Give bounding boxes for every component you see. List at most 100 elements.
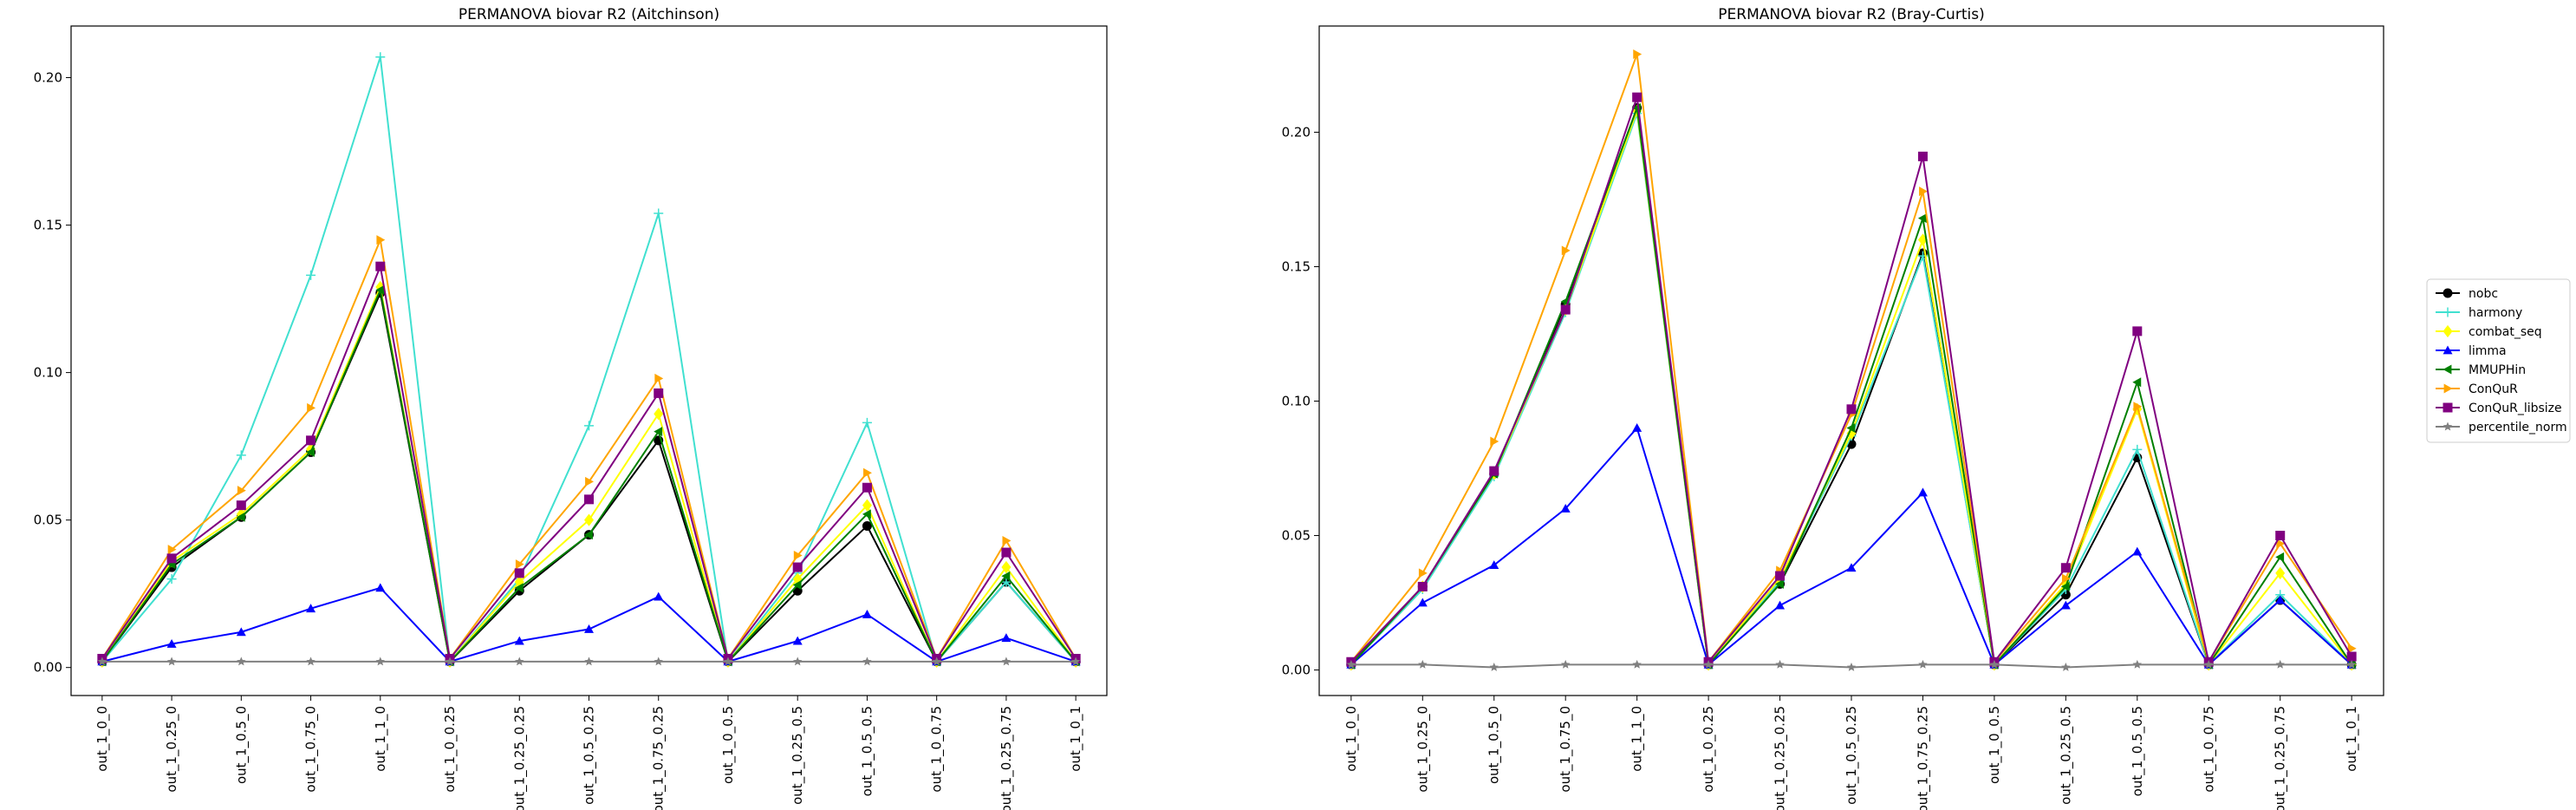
legend-label: combat_seq	[2469, 325, 2542, 339]
data-point-mmuphin	[2060, 581, 2070, 591]
data-point-percentile-norm	[2132, 659, 2143, 669]
x-tick-label: out_1_1_0	[373, 706, 389, 772]
data-point-conqur	[1490, 436, 1499, 447]
data-point-conqur-libsize	[1846, 404, 1857, 415]
series-combat-seq	[1346, 104, 2357, 671]
data-point-percentile-norm	[1346, 659, 1356, 669]
data-point-limma	[1632, 423, 1643, 432]
series-conqur	[98, 235, 1081, 663]
data-point-combat-seq	[584, 513, 594, 526]
series-line-combat-seq	[101, 284, 1077, 664]
data-point-harmony	[584, 421, 594, 431]
data-point-limma	[236, 627, 246, 637]
data-point-percentile-norm	[2275, 659, 2285, 669]
series-percentile-norm	[1346, 659, 2357, 671]
series-conqur	[1347, 49, 2357, 667]
plot-frame	[70, 25, 1108, 696]
series-line-mmuphin	[1350, 108, 2352, 667]
data-point-conqur	[515, 559, 524, 570]
x-tick-label: out_1_0_0	[94, 706, 111, 772]
x-tick-label: out_1_0_1	[1068, 706, 1084, 772]
data-point-conqur	[793, 550, 803, 560]
data-point-mmuphin	[306, 447, 315, 457]
data-point-conqur	[1919, 186, 1928, 197]
series-percentile-norm	[97, 656, 1081, 666]
x-tick-label: out_1_0.5_0.5	[2130, 706, 2146, 796]
data-point-percentile-norm	[237, 656, 246, 666]
data-point-percentile-norm	[306, 656, 315, 666]
data-point-percentile-norm	[375, 656, 386, 666]
data-point-mmuphin	[1917, 213, 1927, 224]
data-point-percentile-norm	[1918, 659, 1928, 669]
chart-title: PERMANOVA biovar R2 (Bray-Curtis)	[1718, 6, 1984, 23]
data-point-conqur	[2133, 402, 2143, 412]
data-point-conqur-libsize	[2060, 563, 2071, 573]
legend-label: limma	[2469, 344, 2507, 358]
chart-aitchinson: PERMANOVA biovar R2 (Aitchinson) 0.00 0.0…	[34, 6, 1108, 810]
data-point-limma	[1775, 600, 1786, 610]
data-point-legend-combat-seq	[2443, 324, 2453, 338]
data-point-conqur	[1002, 535, 1012, 545]
legend-entry-conqur: ConQuR	[2436, 382, 2518, 396]
series-line-combat-seq	[1350, 110, 2352, 667]
data-point-conqur	[376, 235, 386, 245]
legend-entry-limma: limma	[2436, 344, 2507, 358]
data-point-mmuphin	[2132, 377, 2142, 388]
legend-label: harmony	[2469, 306, 2522, 320]
data-point-conqur	[307, 402, 316, 413]
data-point-mmuphin	[862, 509, 871, 519]
data-point-percentile-norm	[445, 656, 455, 666]
legend-label: ConQuR	[2469, 382, 2518, 396]
legend-entry-conqur-libsize: ConQuR_libsize	[2436, 402, 2562, 415]
data-point-limma	[2060, 600, 2071, 610]
data-point-legend-percentile-norm	[2443, 421, 2453, 431]
x-tick-label: out_1_0_0.5	[720, 706, 737, 784]
data-point-limma	[1846, 563, 1857, 572]
data-point-percentile-norm	[515, 656, 524, 666]
data-point-conqur	[167, 545, 177, 555]
data-point-limma	[654, 591, 664, 601]
data-point-harmony	[2132, 444, 2143, 454]
data-point-conqur-libsize	[1632, 92, 1643, 102]
data-point-nobc	[862, 520, 872, 531]
data-point-conqur-libsize	[1917, 151, 1928, 161]
y-tick-label: 0.00	[34, 660, 62, 676]
data-point-legend-harmony	[2443, 307, 2453, 317]
data-point-legend-limma	[2443, 345, 2453, 355]
data-point-conqur-libsize	[306, 435, 316, 446]
data-point-limma	[862, 609, 872, 618]
data-point-percentile-norm	[166, 656, 177, 666]
data-point-mmuphin	[792, 579, 802, 590]
legend-label: MMUPHin	[2469, 363, 2526, 377]
data-point-limma	[306, 604, 316, 613]
data-point-harmony	[236, 450, 246, 461]
data-point-percentile-norm	[2346, 659, 2357, 669]
data-point-mmuphin	[654, 427, 663, 437]
legend-entry-mmuphin: MMUPHin	[2436, 363, 2526, 377]
data-point-conqur-libsize	[2132, 326, 2143, 336]
data-point-limma	[2132, 546, 2143, 556]
data-point-percentile-norm	[1418, 659, 1428, 669]
x-tick-label: out_1_0.75_0.25	[651, 706, 667, 810]
legend-label: ConQuR_libsize	[2469, 402, 2562, 415]
x-tick-label: out_1_0.75_0.25	[1915, 706, 1931, 810]
data-point-limma	[792, 636, 803, 645]
data-point-conqur-libsize	[514, 568, 524, 578]
data-point-conqur	[585, 476, 594, 487]
series-line-harmony	[1350, 113, 2352, 667]
y-tick-label: 0.05	[34, 513, 62, 528]
x-tick-label: out_1_0.5_0.25	[582, 706, 598, 805]
x-tick-label: out_1_0.5_0	[233, 706, 250, 784]
data-point-percentile-norm	[1775, 659, 1785, 669]
data-point-percentile-norm	[1489, 662, 1499, 671]
data-point-conqur	[2061, 573, 2071, 584]
x-tick-label: out_1_0.5_0.5	[859, 706, 875, 796]
series-line-conqur-libsize	[101, 263, 1077, 661]
data-point-percentile-norm	[1070, 656, 1081, 666]
y-tick-label: 0.15	[1282, 258, 1311, 274]
data-point-conqur	[654, 373, 664, 383]
x-tick-label: out_1_0.25_0.5	[790, 706, 806, 805]
series-line-mmuphin	[101, 286, 1077, 664]
